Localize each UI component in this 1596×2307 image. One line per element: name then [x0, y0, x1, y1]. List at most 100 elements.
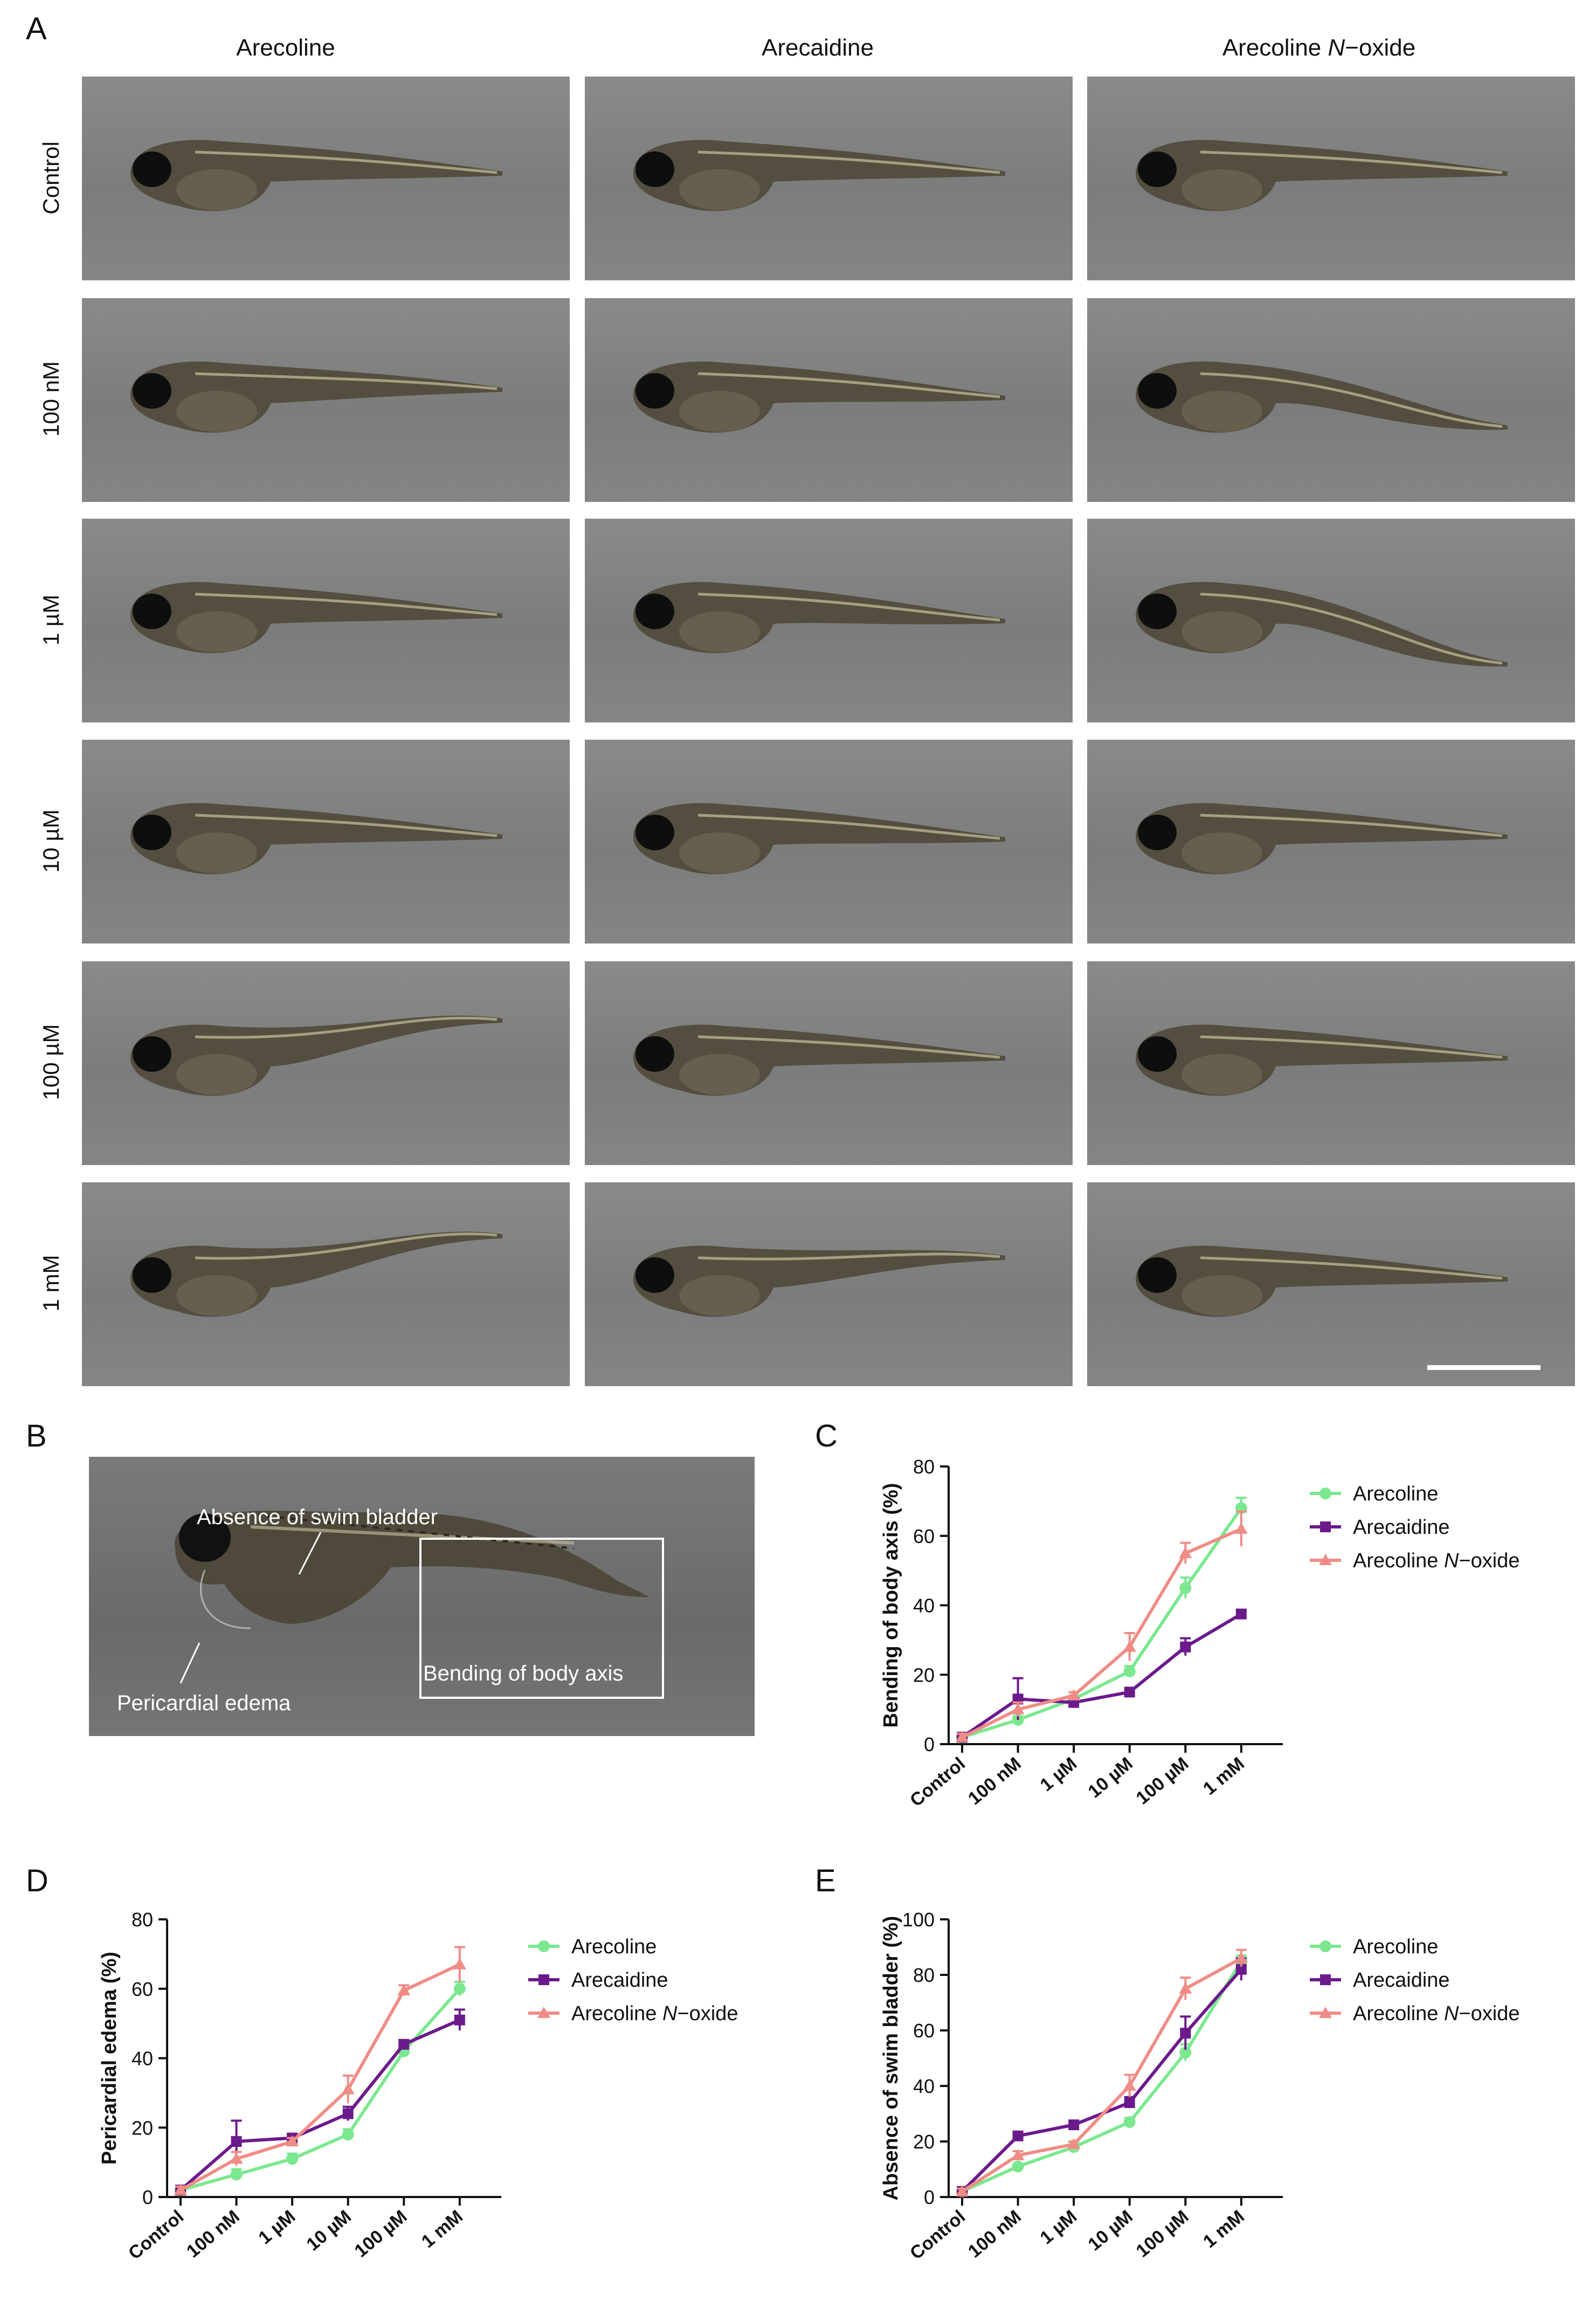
larva-yolk: [176, 611, 257, 652]
data-point: [1012, 2130, 1024, 2141]
y-tick-label: 60: [913, 2020, 935, 2042]
column-header-arecoline: Arecoline: [236, 35, 335, 61]
data-point: [1123, 1640, 1136, 1652]
larva-eye: [1138, 594, 1177, 629]
x-tick-label: 100 µM: [1132, 2206, 1193, 2261]
column-header-n-oxide-text: Arecoline N−oxide: [1222, 35, 1416, 61]
row-label-10um: 10 µM: [38, 809, 64, 873]
larva-notochord: [195, 1232, 498, 1260]
larva-eye: [133, 1257, 171, 1293]
panel-letter-b: B: [26, 1418, 47, 1454]
data-point: [1123, 1665, 1136, 1677]
larva-photo-noxide-control: [1087, 77, 1575, 280]
data-point: [342, 2129, 354, 2141]
data-point: [231, 2136, 242, 2147]
data-point: [1068, 2119, 1080, 2131]
data-point: [1179, 1982, 1192, 1994]
larva-drawing: [633, 361, 1005, 433]
larva-photo-noxide-100nm: [1087, 298, 1575, 502]
y-tick-label: 60: [132, 1978, 153, 2000]
larva-notochord: [195, 150, 498, 174]
larva-yolk: [176, 832, 257, 873]
larva-eye: [635, 1036, 674, 1072]
y-axis-label: Pericardial edema (%): [98, 1952, 121, 2165]
data-point: [1067, 2138, 1081, 2150]
larva-eye: [635, 594, 674, 629]
larva-drawing: [633, 582, 1005, 653]
x-tick-label: 100 µM: [351, 2206, 411, 2261]
series-2: [174, 1946, 466, 2195]
x-tick-label: Control: [125, 2206, 188, 2264]
larva-yolk: [176, 391, 257, 432]
data-point: [1123, 2116, 1136, 2128]
data-point: [398, 2039, 410, 2050]
larva-drawing: [1136, 803, 1508, 874]
larva-yolk: [679, 832, 760, 873]
larva-photo-arecoline-10um: [82, 740, 570, 944]
row-label-100nm: 100 nM: [38, 361, 64, 437]
row-label-control: Control: [38, 141, 64, 215]
larva-notochord: [697, 593, 1000, 622]
annotated-larva-drawing: [175, 1511, 664, 1699]
x-tick-label: 1 mM: [1199, 2206, 1248, 2252]
y-axis-label: Bending of body axis (%): [880, 1483, 902, 1728]
bending-highlight-box: [419, 1538, 664, 1699]
y-tick-label: 100: [902, 1909, 935, 1931]
series-0: [956, 1954, 1247, 2198]
larva-photo-noxide-100um: [1087, 961, 1575, 1165]
larva-yolk: [679, 391, 760, 432]
swim-bladder-pointer: [298, 1532, 322, 1575]
series-1: [957, 1957, 1247, 2197]
row-label-100um: 100 µM: [38, 1024, 64, 1100]
legend-marker: [1319, 1554, 1332, 1565]
series-line: [961, 1957, 1242, 2193]
larva-photo-arecoline-100nm: [82, 298, 570, 502]
larva-notochord: [1200, 150, 1503, 174]
y-tick-label: 0: [924, 2186, 935, 2208]
data-point: [956, 2185, 969, 2196]
legend-label: Arecaidine: [1353, 1969, 1450, 1992]
series-line: [961, 1527, 1242, 1739]
data-point: [397, 1984, 411, 1995]
larva-drawing: [1136, 582, 1508, 667]
data-point: [956, 1731, 969, 1743]
larva-yolk: [176, 1054, 257, 1095]
data-point: [453, 1982, 466, 1995]
larva-drawing: [130, 361, 502, 433]
data-point: [1235, 1964, 1247, 1975]
larva-drawing: [633, 803, 1005, 874]
data-point: [1123, 2079, 1136, 2091]
series-line: [180, 1987, 461, 2192]
x-tick-label: 1 µM: [1036, 2206, 1081, 2248]
x-tick-label: 1 mM: [418, 2206, 467, 2252]
larva-photo-arecaidine-1um: [585, 519, 1073, 722]
x-tick-label: 10 µM: [1084, 2206, 1137, 2255]
larva-notochord: [195, 1016, 498, 1039]
panel-letter-d: D: [26, 1863, 49, 1898]
larva-photo-noxide-1mm: [1087, 1182, 1575, 1386]
legend: Arecoline Arecaidine Arecoline N−oxide: [528, 1936, 738, 2025]
x-tick-label: 1 mM: [1199, 1753, 1248, 1799]
larva-photo-noxide-1um: [1087, 519, 1575, 722]
larva-drawing: [633, 1024, 1005, 1096]
larva-photo-arecoline-1mm: [82, 1182, 570, 1386]
legend: Arecoline Arecaidine Arecoline N−oxide: [1310, 1483, 1519, 1572]
series-line: [962, 1507, 1243, 1739]
larva-drawing: [130, 582, 502, 653]
larva-eye: [1138, 151, 1177, 187]
data-point: [230, 2168, 243, 2181]
larva-photo-arecaidine-100nm: [585, 298, 1073, 502]
y-tick-label: 80: [132, 1909, 153, 1931]
larva-notochord: [1200, 814, 1503, 837]
x-tick-label: 10 µM: [1084, 1753, 1137, 1802]
larva-notochord: [697, 814, 1000, 840]
data-point: [1180, 2028, 1191, 2039]
data-point: [286, 2153, 299, 2165]
data-point: [1235, 1608, 1247, 1620]
y-tick-label: 20: [913, 1664, 935, 1686]
larva-photo-arecaidine-10um: [585, 740, 1073, 944]
